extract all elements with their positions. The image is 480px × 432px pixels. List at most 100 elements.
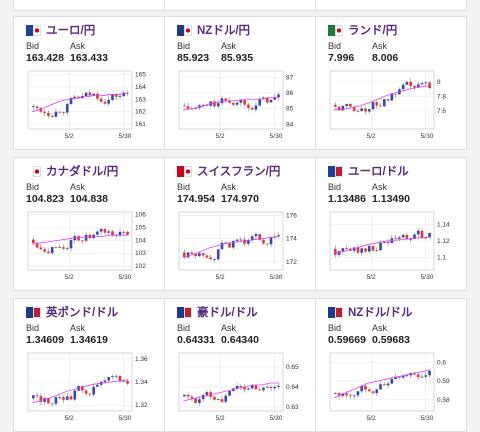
- candle: [77, 236, 80, 241]
- bid-value: 104.823: [26, 193, 64, 205]
- rate-card[interactable]: NZドル/円 Bid Ask 85.923 85.935 87 86 85 84 5/2 5/30: [164, 16, 316, 150]
- candle: [220, 98, 224, 104]
- candle: [81, 240, 84, 242]
- rate-card[interactable]: スイスフラン/円 Bid Ask 174.954 174.970 176 174 172 5/2…: [164, 157, 316, 291]
- candle: [96, 93, 99, 99]
- candle: [92, 93, 95, 96]
- candle: [360, 385, 364, 392]
- rate-card[interactable]: カナダドル/円 Bid Ask 104.823 104.838 106 105 104 103 1…: [13, 157, 165, 291]
- y-tick-label: 161: [135, 121, 146, 128]
- candle: [352, 106, 356, 111]
- pair-title[interactable]: 英ポンド/ドル: [46, 307, 119, 319]
- candle: [394, 376, 397, 380]
- card-title-row[interactable]: 豪ドル/ドル: [177, 303, 258, 321]
- rate-card[interactable]: NZドル/ドル Bid Ask 0.59669 0.59683 0.6 0.59 0.58 5/…: [315, 298, 467, 432]
- candle: [258, 234, 262, 240]
- rate-card[interactable]: 豪ドル/ドル Bid Ask 0.64331 0.64340 0.65 0.64 0.63 5/…: [164, 298, 316, 432]
- candle: [352, 247, 356, 251]
- card-title-row[interactable]: 英ポンド/ドル: [26, 303, 118, 321]
- candle: [232, 240, 235, 248]
- card-title-row[interactable]: NZドル/ドル: [328, 303, 413, 321]
- ask-label: Ask: [221, 323, 237, 333]
- bid-label: Bid: [328, 323, 342, 333]
- candle: [232, 102, 235, 105]
- x-tick-label: 5/2: [65, 274, 74, 281]
- ask-label: Ask: [70, 182, 86, 192]
- candle: [58, 247, 62, 249]
- candle: [54, 397, 58, 404]
- candle: [198, 253, 201, 257]
- rate-card[interactable]: ユーロ/ドル Bid Ask 1.13486 1.13490 1.14 1.12 1.1 5/2…: [315, 157, 467, 291]
- candle: [235, 385, 239, 389]
- x-tick-label: 5/2: [216, 133, 225, 140]
- candle: [235, 102, 239, 105]
- bid-value: 85.923: [177, 52, 210, 64]
- candle: [103, 380, 107, 382]
- ask-value: 8.006: [372, 52, 399, 64]
- candle: [250, 385, 254, 389]
- candle: [386, 241, 390, 244]
- pair-title[interactable]: ユーロ/円: [46, 25, 96, 37]
- candle: [334, 248, 337, 255]
- candle: [345, 103, 348, 106]
- y-tick-label: 0.63: [286, 404, 299, 411]
- y-tick-label: 174: [286, 236, 297, 243]
- candle: [394, 238, 397, 240]
- y-tick-label: 85: [286, 106, 294, 113]
- candle: [375, 250, 379, 252]
- pair-title[interactable]: ユーロ/ドル: [348, 166, 409, 178]
- y-tick-label: 0.64: [286, 384, 299, 391]
- candle: [122, 231, 126, 233]
- candle: [107, 99, 111, 104]
- candle: [201, 394, 205, 400]
- rate-card-stub: [315, 0, 467, 11]
- pair-title[interactable]: NZドル/円: [197, 25, 251, 37]
- candle: [96, 384, 99, 387]
- y-tick-label: 1.12: [437, 238, 450, 245]
- candle: [356, 110, 360, 112]
- x-tick-label: 5/30: [119, 415, 132, 422]
- rate-card[interactable]: ランド/円 Bid Ask 7.996 8.006 8 7.8 7.6 5/2 5/30: [315, 16, 467, 150]
- candle: [220, 399, 224, 402]
- candle: [114, 375, 118, 377]
- currency-flag-icon: [26, 165, 41, 177]
- card-title-row[interactable]: スイスフラン/円: [177, 162, 280, 180]
- pair-title[interactable]: ランド/円: [348, 25, 398, 37]
- pair-title[interactable]: NZドル/ドル: [348, 307, 413, 319]
- candle: [265, 386, 269, 388]
- candle: [54, 111, 58, 117]
- candle: [258, 389, 262, 391]
- candle: [375, 389, 379, 394]
- pair-title[interactable]: カナダドル/円: [46, 166, 119, 178]
- candle: [269, 99, 273, 103]
- ask-value: 0.59683: [372, 334, 410, 346]
- price-chart: 0.6 0.59 0.58 5/2 5/30: [329, 352, 450, 422]
- bid-value: 1.13486: [328, 193, 366, 205]
- candle: [277, 235, 280, 237]
- card-title-row[interactable]: ユーロ/ドル: [328, 162, 409, 180]
- pair-title[interactable]: 豪ドル/ドル: [197, 307, 258, 319]
- x-tick-label: 5/30: [421, 133, 434, 140]
- candle: [228, 100, 231, 103]
- candle: [43, 111, 46, 113]
- rate-card-grid: ユーロ/円 Bid Ask 163.428 163.433 165 164 163 162 161…: [13, 0, 467, 432]
- candle: [269, 237, 273, 245]
- candle: [356, 391, 360, 396]
- rate-card[interactable]: 英ポンド/ドル Bid Ask 1.34609 1.34619 1.36 1.34 1.32 5…: [13, 298, 165, 432]
- candle: [65, 248, 69, 250]
- rate-card-stub: [164, 0, 316, 11]
- candle: [103, 101, 107, 104]
- candle: [401, 84, 405, 90]
- candle: [334, 104, 337, 107]
- pair-title[interactable]: スイスフラン/円: [197, 166, 281, 178]
- rate-card[interactable]: ユーロ/円 Bid Ask 163.428 163.433 165 164 163 162 161…: [13, 16, 165, 150]
- y-tick-label: 1.34: [135, 379, 148, 386]
- card-title-row[interactable]: カナダドル/円: [26, 162, 118, 180]
- card-title-row[interactable]: NZドル/円: [177, 21, 250, 39]
- moving-average-line: [31, 92, 129, 113]
- y-tick-label: 0.6: [437, 359, 446, 366]
- card-title-row[interactable]: ユーロ/円: [26, 21, 95, 39]
- bid-label: Bid: [26, 41, 40, 51]
- card-title-row[interactable]: ランド/円: [328, 21, 397, 39]
- ask-value: 85.935: [221, 52, 254, 64]
